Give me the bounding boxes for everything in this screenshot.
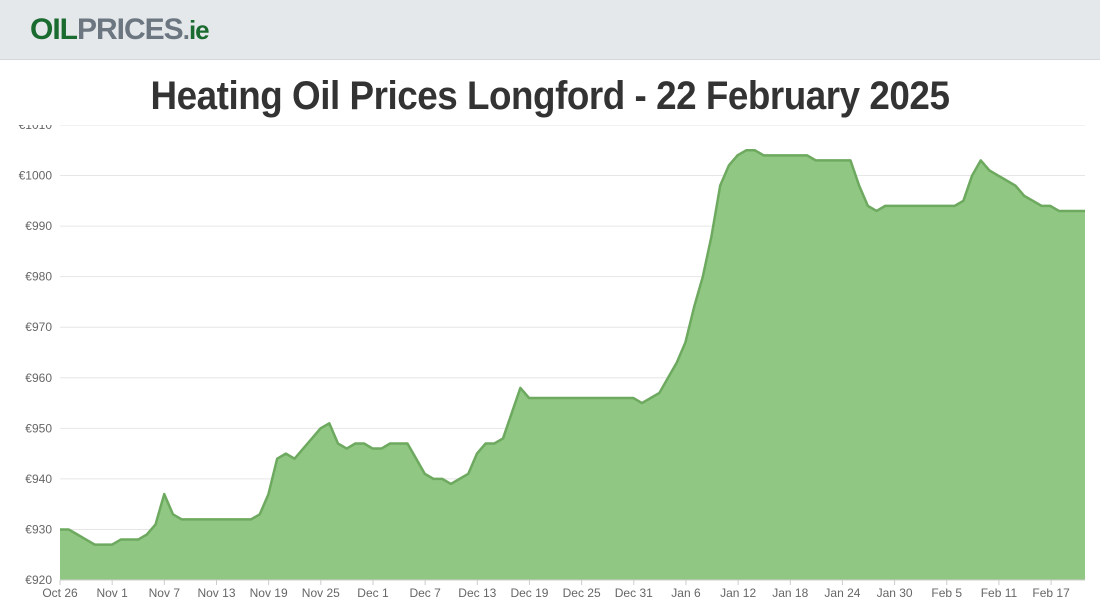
svg-text:€950: €950 xyxy=(25,421,52,435)
svg-text:Jan 18: Jan 18 xyxy=(772,586,808,600)
svg-text:Feb 5: Feb 5 xyxy=(931,586,962,600)
svg-text:Nov 13: Nov 13 xyxy=(197,586,235,600)
svg-text:Jan 24: Jan 24 xyxy=(824,586,860,600)
logo-oil: OIL xyxy=(30,13,77,46)
svg-text:Jan 30: Jan 30 xyxy=(877,586,913,600)
svg-text:Jan 6: Jan 6 xyxy=(671,586,701,600)
svg-text:Feb 17: Feb 17 xyxy=(1032,586,1070,600)
svg-text:Nov 1: Nov 1 xyxy=(96,586,128,600)
svg-text:€970: €970 xyxy=(25,320,52,334)
logo-prices: PRICES xyxy=(77,13,183,46)
svg-text:Dec 7: Dec 7 xyxy=(409,586,441,600)
svg-text:€1000: €1000 xyxy=(19,169,53,183)
svg-text:€960: €960 xyxy=(25,371,52,385)
svg-text:Feb 11: Feb 11 xyxy=(981,586,1018,600)
svg-text:Nov 19: Nov 19 xyxy=(250,586,288,600)
site-logo[interactable]: OILPRICES.ie xyxy=(30,15,209,45)
logo-ie: ie xyxy=(189,15,209,45)
svg-text:€930: €930 xyxy=(25,522,52,536)
svg-text:Dec 31: Dec 31 xyxy=(615,586,653,600)
svg-text:€980: €980 xyxy=(25,270,52,284)
svg-text:Dec 19: Dec 19 xyxy=(510,586,548,600)
svg-text:Jan 12: Jan 12 xyxy=(720,586,756,600)
svg-text:Oct 26: Oct 26 xyxy=(42,586,78,600)
chart-title: Heating Oil Prices Longford - 22 Februar… xyxy=(44,74,1056,119)
svg-text:Dec 25: Dec 25 xyxy=(563,586,601,600)
svg-text:Nov 7: Nov 7 xyxy=(149,586,181,600)
svg-text:€920: €920 xyxy=(25,573,52,587)
svg-text:Dec 1: Dec 1 xyxy=(357,586,389,600)
svg-text:Nov 25: Nov 25 xyxy=(302,586,340,600)
chart-svg: €920 €930 €940 €950 €960 €970 €980 €990 €1000 €10… xyxy=(0,125,1100,603)
header-bar: OILPRICES.ie xyxy=(0,0,1100,60)
svg-text:€1010: €1010 xyxy=(19,125,53,132)
svg-text:Dec 13: Dec 13 xyxy=(458,586,496,600)
svg-text:€940: €940 xyxy=(25,472,52,486)
svg-text:€990: €990 xyxy=(25,219,52,233)
price-chart: €920 €930 €940 €950 €960 €970 €980 €990 €1000 €10… xyxy=(0,125,1100,603)
